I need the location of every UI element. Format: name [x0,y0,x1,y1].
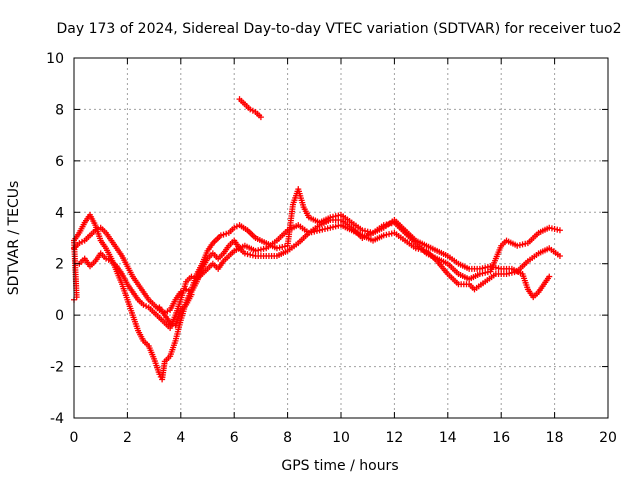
data-point [257,114,264,121]
data-point [556,227,563,234]
x-tick-label: 20 [599,430,617,446]
x-axis-label: GPS time / hours [281,458,398,474]
data-point [79,238,86,245]
x-tick-label: 18 [546,430,564,446]
data-point [188,273,195,280]
data-point [103,255,110,262]
y-tick-label: 10 [46,51,64,67]
data-point [143,303,150,310]
x-tick-label: 14 [439,430,457,446]
x-tick-label: 4 [176,430,185,446]
data-point [217,232,224,239]
data-point [231,224,238,231]
y-tick-label: 4 [55,205,64,221]
y-tick-label: 6 [55,154,64,170]
y-tick-label: -2 [50,360,64,376]
x-tick-label: 8 [283,430,292,446]
data-point [220,231,227,238]
x-tick-label: 0 [70,430,79,446]
data-point [92,227,99,234]
y-axis-label: SDTVAR / TECUs [6,181,22,296]
data-point [188,291,195,298]
data-point [185,287,192,294]
y-tick-label: 0 [55,308,64,324]
data-point [167,319,174,326]
series-segment-e [156,291,195,329]
data-point [247,106,254,113]
x-tick-label: 10 [332,430,350,446]
series-segment-d [236,96,264,121]
data-points [71,96,563,383]
data-point [105,256,112,263]
y-tick-label: 8 [55,102,64,118]
data-point [223,230,230,237]
data-point [249,107,256,114]
data-point [164,308,171,315]
data-point [546,273,553,280]
chart-title: Day 173 of 2024, Sidereal Day-to-day VTE… [56,21,621,37]
axis-ticks: 0 2 4 6 8 10 12 14 16 18 20 -4 -2 0 2 4 6 8 10 [46,51,617,446]
x-tick-label: 6 [230,430,239,446]
y-tick-label: 2 [55,257,64,273]
x-tick-label: 2 [123,430,132,446]
data-point [556,253,563,259]
data-point [76,240,83,247]
data-point [169,321,176,328]
data-point [140,301,147,308]
x-tick-label: 16 [492,430,510,446]
series-track-c [76,217,563,331]
x-tick-label: 12 [385,430,403,446]
y-tick-label: -4 [50,411,64,427]
